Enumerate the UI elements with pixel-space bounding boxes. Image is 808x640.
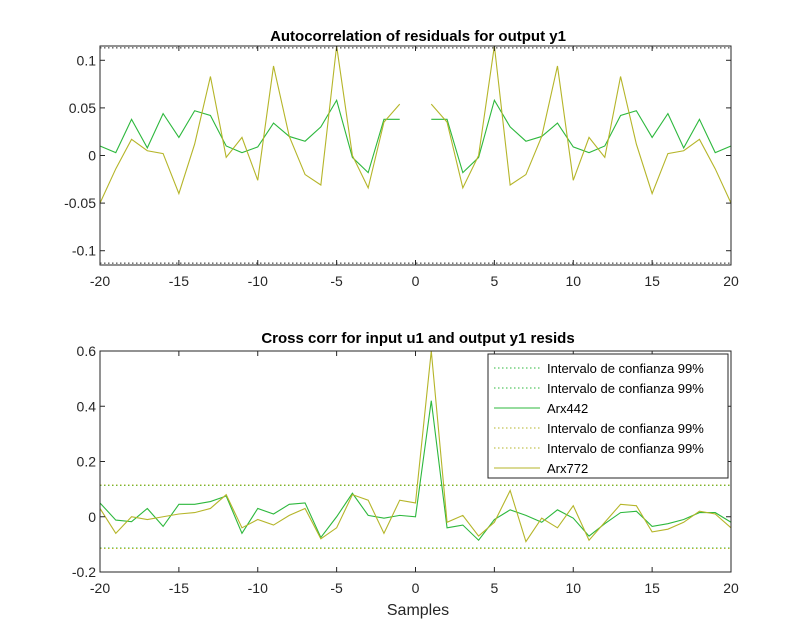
autocorrelation-y-tick-label: -0.05 — [64, 195, 96, 211]
autocorrelation-title: Autocorrelation of residuals for output … — [270, 28, 566, 45]
crosscorrelation-y-tick-label: 0 — [88, 509, 96, 525]
crosscorrelation-x-tick-label: -15 — [169, 580, 189, 596]
legend-label-3: Intervalo de confianza 99% — [547, 421, 704, 436]
legend-label-4: Intervalo de confianza 99% — [547, 441, 704, 456]
autocorrelation-x-ticks: -20 -15 -10 -5 0 5 10 15 20 — [90, 46, 739, 289]
autocorrelation-x-tick-label: 5 — [490, 273, 498, 289]
crosscorrelation-y-tick-label: -0.2 — [72, 564, 96, 580]
autocorrelation-x-tick-label: -5 — [330, 273, 343, 289]
autocorrelation-x-tick-label: 15 — [644, 273, 660, 289]
autocorrelation-y-tick-label: 0.05 — [69, 100, 96, 116]
autocorrelation-x-tick-label: 20 — [723, 273, 739, 289]
crosscorrelation-x-tick-label: -10 — [248, 580, 268, 596]
crosscorrelation-title: Cross corr for input u1 and output y1 re… — [261, 330, 574, 347]
autocorrelation-series-1-segment-0 — [99, 45, 401, 204]
legend-label-0: Intervalo de confianza 99% — [547, 361, 704, 376]
autocorrelation-x-tick-label: 0 — [412, 273, 420, 289]
crosscorrelation-y-ticks: 0.6 0.4 0.2 0 -0.2 — [72, 343, 731, 580]
crosscorrelation-x-ticks: -20 -15 -10 -5 0 5 10 15 20 — [90, 351, 739, 596]
crosscorrelation-x-tick-label: 10 — [565, 580, 581, 596]
crosscorrelation-axes: Cross corr for input u1 and output y1 re… — [72, 330, 739, 619]
autocorrelation-x-tick-label: -10 — [248, 273, 268, 289]
legend-label-5: Arx772 — [547, 461, 588, 476]
crosscorrelation-x-tick-label: -20 — [90, 580, 110, 596]
crosscorrelation-y-tick-label: 0.4 — [77, 398, 97, 414]
legend-entries: Intervalo de confianza 99% Intervalo de c… — [494, 361, 704, 476]
crosscorrelation-x-tick-label: -5 — [330, 580, 343, 596]
crosscorrelation-x-tick-label: 5 — [490, 580, 498, 596]
autocorrelation-x-tick-label: -15 — [169, 273, 189, 289]
autocorrelation-confidence-band — [100, 47, 731, 264]
autocorrelation-y-ticks: 0.1 0.05 0 -0.05 -0.1 — [64, 52, 731, 259]
autocorrelation-x-tick-label: -20 — [90, 273, 110, 289]
autocorrelation-y-tick-label: 0 — [88, 148, 96, 164]
autocorrelation-series-group — [99, 45, 732, 204]
legend-label-1: Intervalo de confianza 99% — [547, 381, 704, 396]
crosscorrelation-x-label: Samples — [387, 602, 449, 619]
crosscorrelation-legend: Intervalo de confianza 99% Intervalo de c… — [487, 353, 729, 479]
crosscorrelation-series-group — [99, 350, 732, 543]
autocorrelation-series-0-segment-0 — [99, 98, 400, 174]
autocorrelation-y-tick-label: 0.1 — [77, 52, 97, 68]
crosscorrelation-x-tick-label: 20 — [723, 580, 739, 596]
legend-label-2: Arx442 — [547, 401, 588, 416]
autocorrelation-y-tick-label: -0.1 — [72, 243, 96, 259]
autocorrelation-series-1-segment-1 — [430, 45, 732, 204]
crosscorrelation-y-tick-label: 0.2 — [77, 454, 97, 470]
crosscorrelation-series-arx442-segment-0 — [99, 400, 732, 542]
autocorrelation-x-tick-label: 10 — [565, 273, 581, 289]
legend-box — [487, 353, 729, 479]
crosscorrelation-confidence-bands — [100, 484, 731, 550]
crosscorrelation-x-tick-label: 0 — [412, 580, 420, 596]
autocorrelation-axes: Autocorrelation of residuals for output … — [64, 28, 739, 289]
crosscorrelation-y-tick-label: 0.6 — [77, 343, 97, 359]
crosscorrelation-x-tick-label: 15 — [644, 580, 660, 596]
crosscorrelation-series-arx772-segment-0 — [99, 350, 732, 543]
autocorrelation-series-0-segment-1 — [431, 98, 732, 174]
